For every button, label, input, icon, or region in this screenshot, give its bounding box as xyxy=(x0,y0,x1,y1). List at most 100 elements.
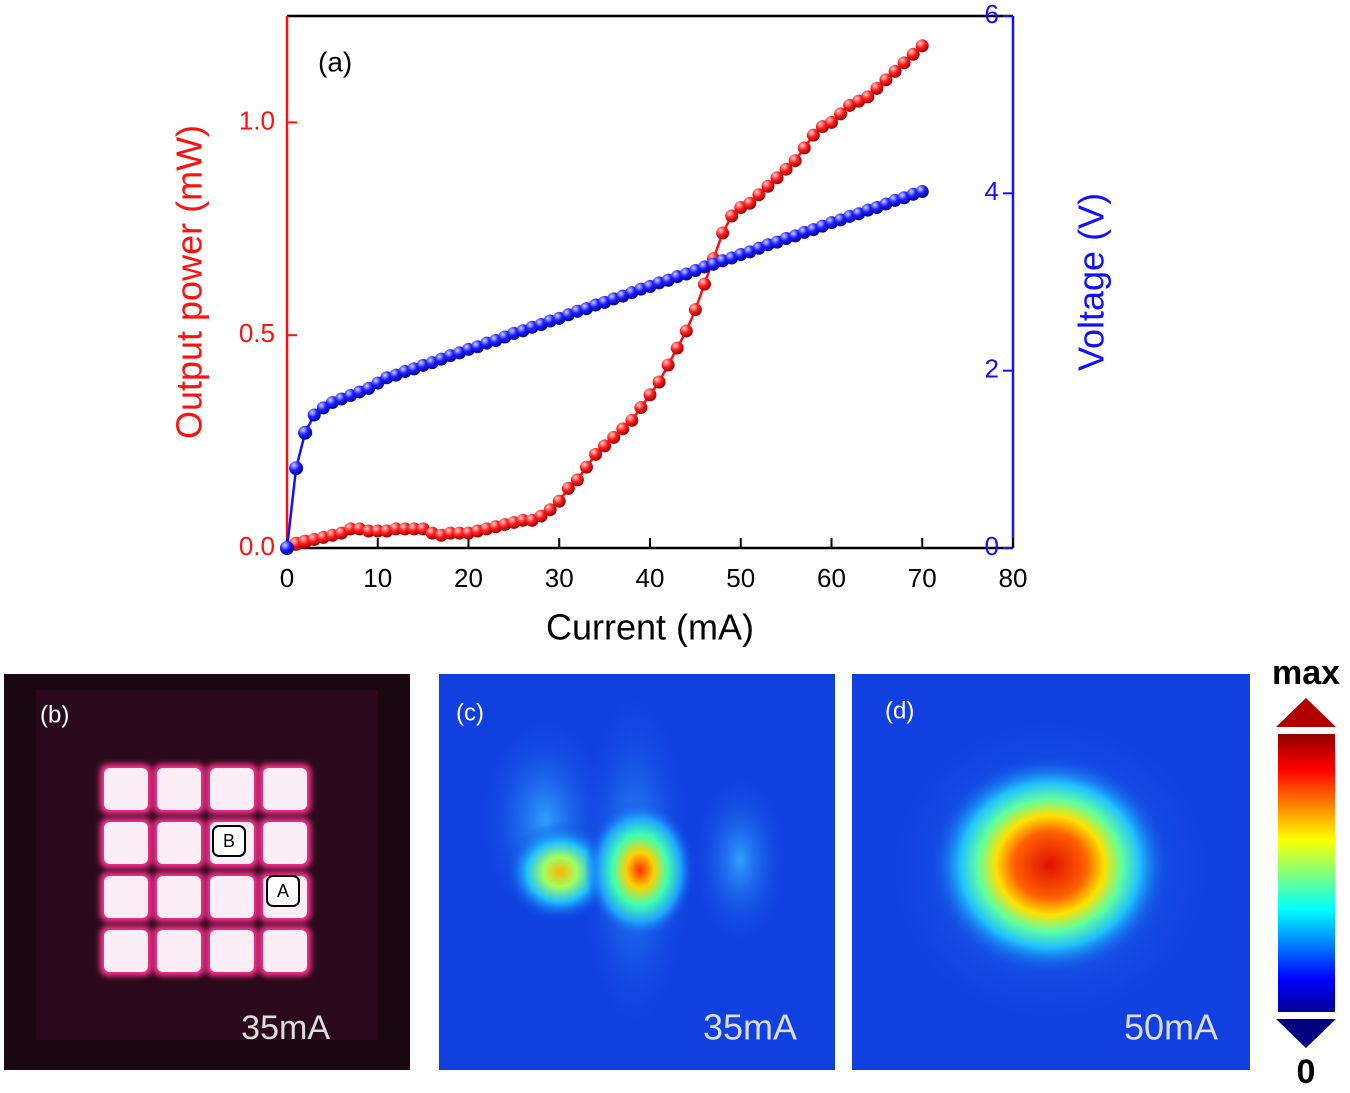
data-point xyxy=(407,522,421,536)
y2-tick-label: 2 xyxy=(985,354,999,384)
data-point xyxy=(298,425,313,440)
y-tick-label: 0.0 xyxy=(239,531,275,561)
data-point xyxy=(806,128,820,142)
data-point xyxy=(561,481,575,495)
x-tick-label: 0 xyxy=(280,563,294,593)
x-tick-label: 40 xyxy=(636,563,665,593)
panel-caption: 35mA xyxy=(241,1009,330,1047)
x-tick-label: 30 xyxy=(545,563,574,593)
pad xyxy=(157,930,201,972)
pad xyxy=(210,930,254,972)
data-point xyxy=(770,171,784,185)
data-point xyxy=(344,522,358,536)
pad xyxy=(104,768,148,810)
data-point xyxy=(897,56,911,70)
data-point xyxy=(761,179,775,193)
marker-label: A xyxy=(277,881,289,901)
data-point xyxy=(579,460,593,474)
data-point xyxy=(697,277,711,291)
panel-label: (b) xyxy=(40,701,69,728)
data-point xyxy=(888,64,902,78)
data-point xyxy=(398,522,412,536)
beam-spot xyxy=(505,822,615,922)
panel-c: (c) 35mA xyxy=(439,674,835,1070)
panel-b: B A (b) 35mA xyxy=(4,674,410,1070)
data-point xyxy=(743,196,757,210)
data-point xyxy=(834,107,848,121)
data-point xyxy=(443,526,457,540)
colorbar: max 0 xyxy=(1272,654,1340,1091)
beam-haze xyxy=(690,770,790,950)
data-point xyxy=(725,209,739,223)
data-point xyxy=(643,388,657,402)
pad xyxy=(157,822,201,864)
x-tick-label: 80 xyxy=(999,563,1028,593)
data-point xyxy=(607,430,621,444)
data-point xyxy=(670,341,684,355)
panel-caption: 50mA xyxy=(1124,1007,1218,1048)
data-point xyxy=(280,541,294,555)
colorbar-min-label: 0 xyxy=(1297,1053,1316,1091)
data-point xyxy=(307,408,321,422)
panel-label: (c) xyxy=(456,699,484,726)
pad xyxy=(104,930,148,972)
data-point xyxy=(652,375,666,389)
data-point xyxy=(779,162,793,176)
pad xyxy=(157,768,201,810)
data-point xyxy=(452,526,466,540)
data-point xyxy=(616,422,630,436)
data-point xyxy=(389,522,403,536)
x-axis-title: Current (mA) xyxy=(546,607,754,648)
marker-box xyxy=(266,875,300,907)
pad xyxy=(104,876,148,918)
annotation: (a) xyxy=(318,46,352,77)
y2-tick-label: 4 xyxy=(985,176,999,206)
y-tick-label: 1.0 xyxy=(239,105,275,135)
data-point xyxy=(362,524,376,538)
colorbar-under xyxy=(1276,1019,1336,1048)
colorbar-max-label: max xyxy=(1272,654,1340,692)
data-point xyxy=(915,185,929,199)
y-axis-title: Output power (mW) xyxy=(169,125,210,439)
data-point xyxy=(516,513,530,527)
data-point xyxy=(534,509,548,523)
data-point xyxy=(661,358,675,372)
data-point xyxy=(716,226,730,240)
data-point xyxy=(634,401,648,415)
pad xyxy=(104,822,148,864)
panel-d: (d) 50mA xyxy=(852,674,1250,1070)
plot-a: 0 10 20 30 40 50 60 70 80 0.0 0.5 1.0 0 2 4 6 Current (m… xyxy=(169,0,1112,648)
pad xyxy=(263,822,307,864)
colorbar-bar xyxy=(1276,732,1337,1014)
data-point xyxy=(797,141,811,155)
y2-tick-label: 0 xyxy=(985,531,999,561)
data-point xyxy=(906,47,920,61)
colorbar-over xyxy=(1276,698,1336,727)
chip xyxy=(36,690,378,1040)
marker-box xyxy=(212,825,246,857)
data-point xyxy=(543,503,557,517)
pad xyxy=(210,876,254,918)
data-point xyxy=(371,524,385,538)
data-point xyxy=(915,39,929,53)
data-point xyxy=(861,90,875,104)
data-point xyxy=(570,473,584,487)
data-point xyxy=(625,413,639,427)
data-point xyxy=(752,188,766,202)
x-tick-label: 20 xyxy=(454,563,483,593)
x-tick-label: 50 xyxy=(726,563,755,593)
beam-spot xyxy=(930,755,1170,975)
data-point xyxy=(552,494,566,508)
pad xyxy=(210,768,254,810)
data-point xyxy=(679,324,693,338)
data-point xyxy=(870,81,884,95)
data-point xyxy=(598,439,612,453)
data-point xyxy=(879,73,893,87)
data-point xyxy=(688,303,702,317)
x-tick-label: 70 xyxy=(908,563,937,593)
pad xyxy=(263,930,307,972)
data-point xyxy=(788,154,802,168)
panel-caption: 35mA xyxy=(703,1007,797,1048)
